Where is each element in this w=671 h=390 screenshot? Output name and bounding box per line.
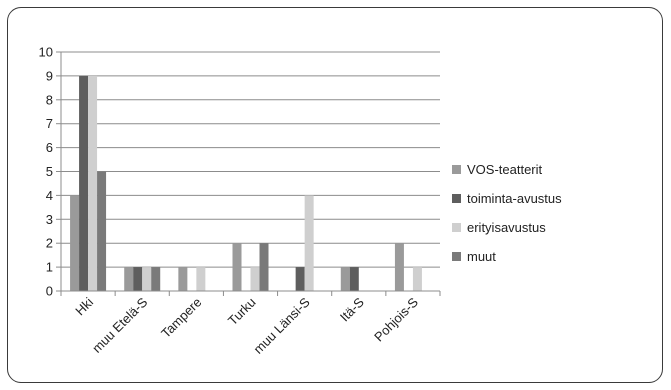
- y-tick-label: 1: [46, 260, 53, 275]
- legend-swatch: [452, 223, 461, 232]
- axes: [56, 51, 441, 296]
- x-category-label: Itä-S: [337, 294, 367, 324]
- y-tick-labels: 0 1 2 3 4 5 6 7 8 9 10: [39, 45, 53, 299]
- y-tick-label: 4: [46, 188, 53, 203]
- bar: [250, 267, 260, 291]
- bar: [124, 267, 134, 291]
- y-tick-label: 10: [39, 45, 53, 60]
- bar: [88, 75, 98, 292]
- bar: [178, 267, 188, 291]
- y-tick-label: 5: [46, 164, 53, 179]
- gridlines: [61, 51, 440, 268]
- y-tick-label: 7: [46, 116, 53, 131]
- bar: [295, 267, 305, 291]
- legend: VOS-teatterit toiminta-avustus erityisavus…: [452, 162, 562, 264]
- bar: [304, 195, 314, 291]
- bar: [79, 75, 89, 292]
- bar: [142, 267, 152, 291]
- x-category-label: Turku: [225, 295, 259, 329]
- x-category-label: muu Etelä-S: [89, 294, 150, 355]
- bars: [70, 75, 422, 292]
- bar: [70, 195, 80, 291]
- x-category-label: muu Länsi-S: [251, 294, 313, 356]
- y-tick-label: 0: [46, 284, 53, 299]
- bar: [151, 267, 161, 291]
- legend-swatch: [452, 252, 461, 261]
- legend-swatch: [452, 165, 461, 174]
- legend-label: muut: [467, 249, 496, 264]
- y-tick-label: 8: [46, 92, 53, 107]
- bar: [196, 267, 206, 291]
- legend-swatch: [452, 194, 461, 203]
- x-category-label: Pohjois-S: [371, 294, 421, 344]
- x-category-label: Tampere: [158, 295, 204, 341]
- bar: [133, 267, 143, 291]
- legend-label: VOS-teatterit: [467, 162, 543, 177]
- x-category-label: Hki: [72, 294, 96, 318]
- bar: [412, 267, 422, 291]
- y-tick-label: 6: [46, 140, 53, 155]
- bar: [394, 243, 404, 291]
- legend-label: toiminta-avustus: [467, 191, 562, 206]
- bar: [97, 171, 107, 291]
- bar: [259, 243, 269, 291]
- bar: [340, 267, 350, 291]
- y-tick-label: 2: [46, 236, 53, 251]
- y-tick-label: 3: [46, 212, 53, 227]
- bar: [232, 243, 242, 291]
- bar: [349, 267, 359, 291]
- y-tick-label: 9: [46, 68, 53, 83]
- legend-label: erityisavustus: [467, 220, 546, 235]
